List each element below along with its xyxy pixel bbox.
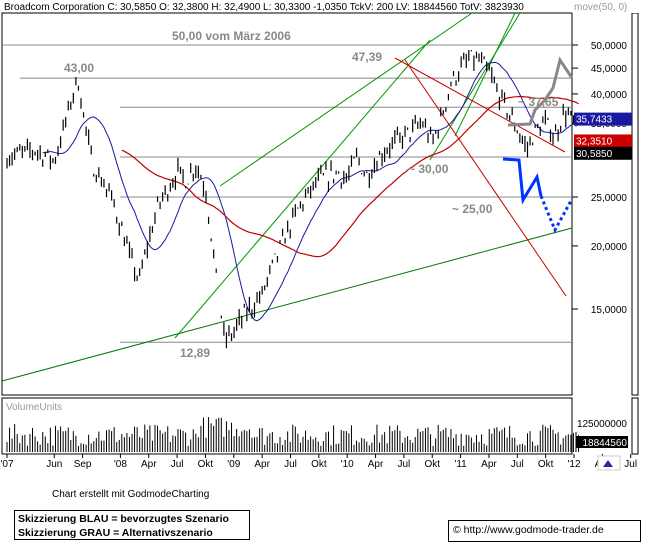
y-tick-label: 20,0000 xyxy=(591,242,628,253)
x-tick-label: Okt xyxy=(424,459,440,470)
annotations: 50,00 vom März 2006 43,00 47,39 ~ 37,65 ~ 30… xyxy=(64,29,559,360)
price-bars xyxy=(6,50,580,349)
pencil-icon[interactable] xyxy=(597,455,621,471)
y-tick-label: 15,0000 xyxy=(591,305,628,316)
x-tick-label: Okt xyxy=(538,459,554,470)
price-badge xyxy=(574,134,632,148)
price-badge xyxy=(574,146,632,160)
volume-tick-label: 125000000 xyxy=(577,419,627,430)
annotation-label: ~ 37,65 xyxy=(518,95,559,109)
x-tick-label: Apr xyxy=(368,459,384,470)
x-tick-label: Apr xyxy=(481,459,497,470)
volume-panel xyxy=(1,397,573,455)
price-badge xyxy=(574,112,632,126)
volume-scrollbar[interactable] xyxy=(631,397,639,455)
volume-label: VolumeUnits xyxy=(6,402,62,413)
x-axis: '07 Jun Sep '08 Apr Jul Okt '09 Apr Jul Okt '10 Apr J… xyxy=(0,454,637,470)
source-url[interactable]: © http://www.godmode-trader.de xyxy=(448,520,641,542)
x-tick-label: Apr xyxy=(141,459,157,470)
x-tick-label: Jul xyxy=(624,459,637,470)
trendline xyxy=(394,57,566,153)
trendline xyxy=(174,39,431,339)
x-tick-label: '07 xyxy=(0,459,13,470)
trendline xyxy=(429,12,521,161)
y-tick-label: 50,0000 xyxy=(591,41,628,52)
x-tick-label: Okt xyxy=(198,459,214,470)
x-tick-label: '09 xyxy=(227,459,240,470)
x-tick-label: '12 xyxy=(567,459,580,470)
y-axis: 50,000045,000040,000035,000025,000020,00… xyxy=(572,41,632,449)
trendline xyxy=(404,59,567,297)
blue-scenario-path-dashed xyxy=(539,195,574,234)
header-quote: Broadcom Corporation C: 30,5850 O: 32,38… xyxy=(4,2,524,13)
annotation-label: 50,00 vom März 2006 xyxy=(172,29,291,43)
annotation-label: 43,00 xyxy=(64,61,94,75)
x-tick-label: Okt xyxy=(311,459,327,470)
y-tick-label: 45,0000 xyxy=(591,64,628,75)
x-tick-label: Sep xyxy=(74,459,92,470)
x-tick-label: Jul xyxy=(284,459,297,470)
x-tick-label: Jun xyxy=(46,459,62,470)
ma-short-line xyxy=(42,61,579,322)
trendline xyxy=(1,227,573,382)
ma-long-line xyxy=(121,95,579,258)
trendline xyxy=(219,12,473,187)
trendlines xyxy=(1,12,573,382)
scenario-legend: Skizzierung BLAU = bevorzugtes Szenario … xyxy=(14,510,250,540)
legend-blue: Skizzierung BLAU = bevorzugtes Szenario xyxy=(18,513,229,525)
price-badge-label: 32,3510 xyxy=(576,136,613,147)
x-tick-label: Apr xyxy=(254,459,270,470)
moving-averages xyxy=(42,61,579,322)
x-tick-label: Jul xyxy=(511,459,524,470)
y-tick-label: 25,0000 xyxy=(591,193,628,204)
x-tick-label: '08 xyxy=(114,459,127,470)
annotation-label: ~ 30,00 xyxy=(408,162,449,176)
scenario-sketches xyxy=(502,56,574,234)
volume-bars xyxy=(6,417,580,452)
stock-chart: 50,00 vom März 2006 43,00 47,39 ~ 37,65 ~ 30… xyxy=(0,2,639,471)
y-tick-label: 40,0000 xyxy=(591,90,628,101)
price-badge-label: 30,5850 xyxy=(576,149,613,160)
annotation-label: 47,39 xyxy=(352,50,382,64)
x-tick-label: Jul xyxy=(398,459,411,470)
x-tick-label: Jul xyxy=(171,459,184,470)
price-badge-label: 35,7433 xyxy=(576,115,613,126)
annotation-label: 12,89 xyxy=(180,346,210,360)
volume-last-badge xyxy=(576,436,628,448)
blue-scenario-path xyxy=(502,157,543,205)
legend-gray: Skizzierung GRAU = Alternativszenario xyxy=(18,527,213,539)
trendline xyxy=(454,12,516,137)
x-tick-label: '11 xyxy=(454,459,467,470)
volume-last-label: 18844560 xyxy=(583,438,628,449)
price-scrollbar[interactable] xyxy=(631,12,639,396)
chart-credit: Chart erstellt mit GodmodeCharting xyxy=(52,489,210,500)
annotation-label: ~ 25,00 xyxy=(452,202,493,216)
x-tick-label: '10 xyxy=(341,459,354,470)
indicator-label: move(50, 0) xyxy=(574,2,627,13)
gray-scenario-path xyxy=(507,56,574,127)
